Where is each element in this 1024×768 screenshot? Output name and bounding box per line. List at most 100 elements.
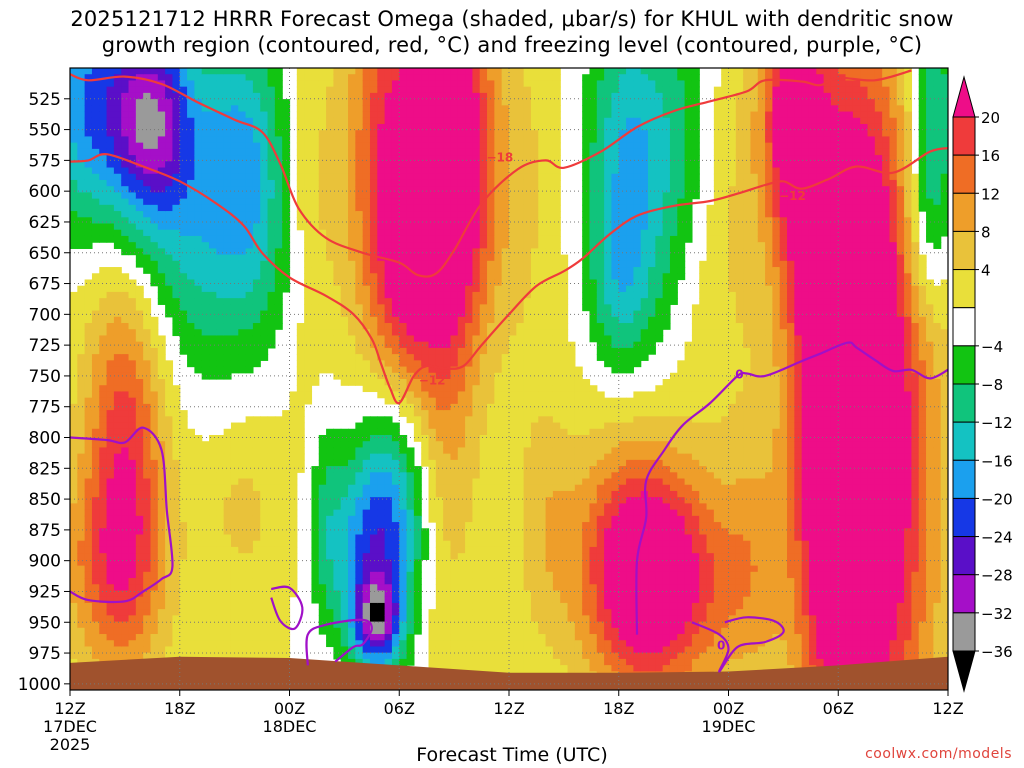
omega-cell: [106, 186, 115, 193]
omega-cell: [384, 323, 393, 330]
omega-cell: [318, 515, 327, 523]
omega-cell: [326, 136, 334, 144]
omega-cell: [472, 366, 481, 374]
omega-cell: [70, 360, 78, 368]
omega-cell: [311, 291, 320, 299]
omega-cell: [421, 553, 430, 560]
omega-cell: [245, 503, 254, 511]
omega-cell: [282, 117, 291, 125]
omega-cell: [465, 105, 474, 113]
omega-cell: [113, 640, 122, 648]
omega-cell: [230, 111, 239, 119]
omega-cell: [377, 634, 386, 641]
omega-cell: [245, 497, 254, 504]
omega-cell: [157, 360, 166, 368]
omega-cell: [333, 68, 342, 75]
omega-cell: [450, 142, 459, 150]
omega-cell: [70, 341, 78, 349]
omega-cell: [333, 155, 342, 162]
omega-cell: [143, 173, 152, 181]
omega-cell: [223, 111, 232, 119]
omega-cell: [143, 534, 152, 542]
omega-cell: [413, 428, 422, 436]
omega-cell: [187, 192, 195, 200]
omega-cell: [340, 86, 349, 94]
omega-cell: [135, 478, 144, 486]
omega-cell: [84, 298, 93, 305]
omega-cell: [296, 155, 305, 162]
omega-cell: [428, 179, 437, 187]
omega-cell: [362, 453, 371, 461]
omega-cell: [304, 242, 313, 249]
omega-cell: [113, 167, 122, 175]
omega-cell: [348, 602, 356, 610]
omega-cell: [216, 192, 225, 200]
omega-cell: [296, 459, 305, 467]
omega-cell: [318, 335, 327, 343]
omega-cell: [84, 553, 93, 560]
omega-cell: [304, 80, 313, 88]
omega-cell: [340, 596, 349, 604]
omega-cell: [223, 279, 232, 287]
omega-cell: [267, 217, 276, 225]
omega-cell: [121, 372, 130, 380]
omega-cell: [121, 167, 130, 175]
omega-cell: [99, 503, 108, 511]
omega-cell: [230, 80, 239, 88]
omega-cell: [223, 310, 232, 318]
omega-cell: [238, 198, 247, 206]
omega-cell: [326, 634, 334, 641]
omega-cell: [128, 99, 137, 106]
omega-cell: [428, 416, 437, 424]
omega-cell: [77, 130, 86, 138]
omega-cell: [84, 534, 93, 542]
omega-cell: [194, 634, 203, 641]
omega-cell: [179, 242, 188, 249]
omega-cell: [296, 453, 305, 461]
omega-cell: [333, 86, 342, 94]
omega-cell: [282, 553, 291, 560]
omega-cell: [150, 347, 159, 355]
omega-cell: [70, 578, 78, 585]
omega-cell: [406, 335, 415, 343]
omega-cell: [457, 155, 466, 162]
omega-cell: [362, 360, 371, 368]
omega-cell: [355, 509, 364, 517]
omega-cell: [340, 291, 349, 299]
omega-cell: [223, 105, 232, 113]
omega-cell: [443, 248, 452, 256]
omega-cell: [465, 223, 474, 231]
omega-cell: [326, 316, 334, 324]
omega-cell: [304, 211, 313, 218]
omega-cell: [355, 173, 364, 181]
omega-cell: [165, 74, 174, 82]
omega-cell: [406, 130, 415, 138]
omega-cell: [179, 634, 188, 641]
omega-cell: [135, 142, 144, 150]
omega-cell: [465, 534, 474, 542]
omega-cell: [362, 68, 371, 75]
omega-cell: [194, 534, 203, 542]
omega-cell: [201, 447, 210, 455]
omega-cell: [113, 472, 122, 480]
omega-cell: [348, 105, 356, 113]
omega-cell: [406, 634, 415, 641]
omega-cell: [282, 534, 291, 542]
omega-cell: [340, 298, 349, 305]
omega-cell: [333, 565, 342, 573]
omega-cell: [77, 105, 86, 113]
omega-cell: [201, 291, 210, 299]
omega-cell: [457, 186, 466, 193]
omega-cell: [413, 248, 422, 256]
omega-cell: [165, 609, 174, 616]
omega-cell: [150, 267, 159, 274]
omega-cell: [391, 602, 400, 610]
omega-cell: [384, 117, 393, 125]
omega-cell: [223, 354, 232, 361]
omega-cell: [391, 316, 400, 324]
omega-cell: [99, 584, 108, 592]
omega-cell: [274, 167, 283, 175]
omega-cell: [172, 484, 181, 492]
omega-cell: [121, 142, 130, 150]
omega-cell: [216, 86, 225, 94]
